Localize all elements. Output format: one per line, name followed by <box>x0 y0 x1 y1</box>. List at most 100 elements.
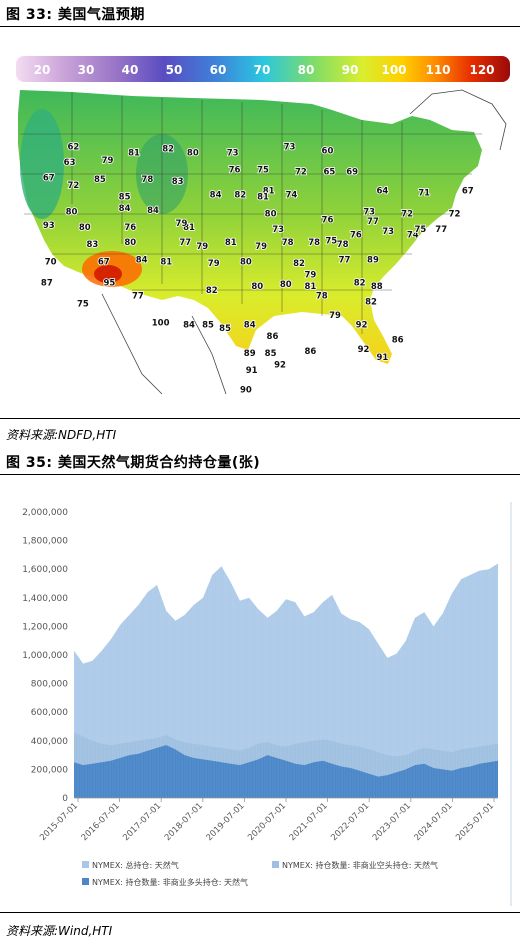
temperature-label: 77 <box>339 255 351 265</box>
temperature-label: 73 <box>382 227 394 237</box>
y-tick-label: 1,200,000 <box>22 622 68 632</box>
temperature-label: 74 <box>286 190 298 200</box>
temperature-label: 84 <box>119 204 131 214</box>
temperature-label: 67 <box>98 257 110 267</box>
temperature-label: 85 <box>202 320 214 330</box>
temperature-label: 82 <box>354 278 366 288</box>
temperature-label: 75 <box>257 166 269 176</box>
temperature-label: 74 <box>407 231 419 241</box>
temperature-label: 82 <box>365 297 377 307</box>
temperature-label: 80 <box>187 148 199 158</box>
canada-coastline <box>409 89 507 151</box>
temperature-label: 84 <box>183 320 195 330</box>
temperature-label: 92 <box>274 360 286 370</box>
y-tick-label: 1,800,000 <box>22 537 68 547</box>
temperature-label: 78 <box>316 292 328 302</box>
temperature-label: 79 <box>304 271 316 281</box>
temperature-label: 82 <box>206 286 218 296</box>
temperature-label: 72 <box>401 210 413 220</box>
temperature-label: 69 <box>346 168 358 178</box>
temperature-label: 84 <box>210 190 222 200</box>
figure-35-bottom-rule <box>0 912 520 913</box>
colorbar-tick-30: 30 <box>78 63 95 77</box>
temperature-label: 81 <box>257 192 269 202</box>
mexico-coastline <box>191 315 227 395</box>
temperature-label: 80 <box>79 223 91 233</box>
temperature-label: 86 <box>304 347 316 357</box>
temperature-label: 86 <box>267 332 279 342</box>
temperature-label: 80 <box>240 257 252 267</box>
colorbar-tick-90: 90 <box>342 63 359 77</box>
temperature-label: 78 <box>282 238 294 248</box>
temperature-label: 95 <box>104 278 116 288</box>
temperature-label: 82 <box>234 190 246 200</box>
temperature-label: 92 <box>356 320 368 330</box>
temperature-label: 81 <box>183 223 195 233</box>
temperature-label: 79 <box>102 156 114 166</box>
temperature-label: 79 <box>255 242 267 252</box>
y-tick-label: 1,600,000 <box>22 565 68 575</box>
temperature-label: 79 <box>196 242 208 252</box>
hot-core-southwest <box>94 265 122 283</box>
colorbar-tick-110: 110 <box>425 63 450 77</box>
temperature-label: 84 <box>136 255 148 265</box>
temperature-label: 73 <box>363 208 375 218</box>
temperature-label: 75 <box>77 299 89 309</box>
temperature-label: 80 <box>265 210 277 220</box>
temperature-label: 89 <box>244 349 256 359</box>
y-tick-label: 400,000 <box>31 737 68 747</box>
figure-33-bottom-rule <box>0 418 520 419</box>
figure-35-title: 图 35: 美国天然气期货合约持仓量(张) <box>6 455 261 471</box>
temperature-label: 80 <box>124 238 136 248</box>
colorbar-tick-20: 20 <box>34 63 51 77</box>
temperature-label: 81 <box>225 238 237 248</box>
temperature-label: 91 <box>246 366 258 376</box>
colorbar-tick-80: 80 <box>298 63 315 77</box>
y-tick-label: 600,000 <box>31 708 68 718</box>
temperature-label: 83 <box>86 240 98 250</box>
y-tick-label: 1,400,000 <box>22 594 68 604</box>
colorbar-ticks: 20 30 40 50 60 70 80 90 100 110 120 <box>34 63 495 77</box>
temperature-label: 80 <box>280 280 292 290</box>
temperature-label: 87 <box>41 278 53 288</box>
y-axis-ticks: 0 200,000 400,000 600,000 800,000 1,000,000 1,… <box>22 508 68 804</box>
x-tick-label: 2018-07-01 <box>163 801 205 843</box>
temperature-label: 72 <box>67 181 79 191</box>
x-tick-label: 2022-07-01 <box>329 801 371 843</box>
temperature-label: 79 <box>329 311 341 321</box>
series-area-3 <box>74 745 498 798</box>
temperature-label: 85 <box>94 175 106 185</box>
temperature-label: 90 <box>240 385 252 395</box>
colorbar-tick-70: 70 <box>254 63 271 77</box>
temperature-label: 64 <box>377 187 389 197</box>
colorbar-tick-50: 50 <box>166 63 183 77</box>
series-area-1 <box>74 563 498 798</box>
temperature-label: 82 <box>293 259 305 269</box>
legend-swatch <box>272 861 279 868</box>
temperature-label: 60 <box>322 147 334 157</box>
temperature-label: 62 <box>67 143 79 153</box>
y-tick-label: 200,000 <box>31 765 68 775</box>
temperature-label: 72 <box>449 210 461 220</box>
x-tick-label: 2017-07-01 <box>121 801 163 843</box>
temperature-label: 81 <box>160 257 172 267</box>
legend-label: NYMEX: 持仓数量: 非商业空头持仓: 天然气 <box>282 860 438 870</box>
baja-coastline <box>101 293 163 395</box>
temperature-label: 76 <box>322 215 334 225</box>
temperature-label: 77 <box>435 225 447 235</box>
temperature-label: 92 <box>358 345 370 355</box>
temperature-label: 81 <box>128 148 140 158</box>
figure-33-title-rule <box>0 26 520 27</box>
temperature-label: 76 <box>229 166 241 176</box>
temperature-label: 81 <box>304 282 316 292</box>
temperature-label: 70 <box>45 257 57 267</box>
temperature-label: 73 <box>284 143 296 153</box>
temperature-label: 67 <box>462 187 474 197</box>
temperature-label: 78 <box>308 238 320 248</box>
colorbar-tick-40: 40 <box>122 63 139 77</box>
temperature-label: 100 <box>152 318 170 328</box>
temperature-label: 76 <box>350 231 362 241</box>
x-tick-label: 2024-07-01 <box>413 801 455 843</box>
temperature-label: 73 <box>227 148 239 158</box>
